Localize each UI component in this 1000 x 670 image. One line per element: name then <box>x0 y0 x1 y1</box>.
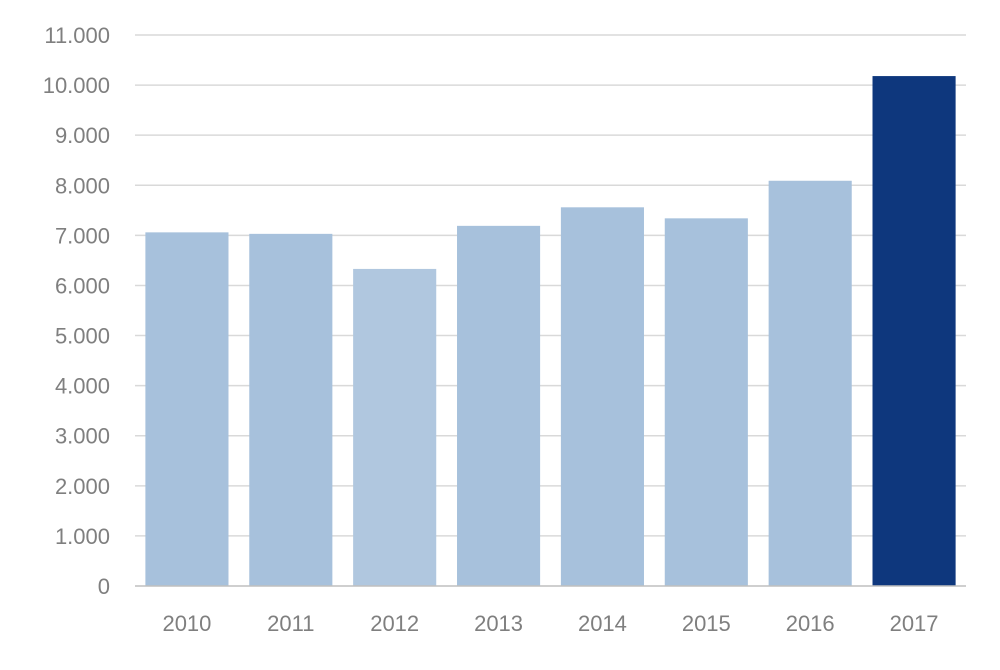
x-tick-label: 2014 <box>578 611 627 636</box>
bar-2015 <box>664 218 748 586</box>
y-tick-label: 1.000 <box>55 524 110 549</box>
y-tick-label: 11.000 <box>44 23 110 48</box>
x-tick-label: 2017 <box>890 611 939 636</box>
y-tick-label: 9.000 <box>55 123 110 148</box>
bars <box>145 76 956 587</box>
x-axis-tick-labels: 2010 2011 2012 2013 2014 2015 2016 2017 <box>162 611 938 636</box>
x-tick-label: 2013 <box>474 611 523 636</box>
x-tick-label: 2012 <box>370 611 419 636</box>
bar-2016 <box>768 180 852 587</box>
bar-2017 <box>872 76 956 586</box>
x-tick-label: 2011 <box>267 611 314 636</box>
y-tick-label: 3.000 <box>55 424 110 449</box>
bar-2013 <box>457 225 541 586</box>
x-tick-label: 2016 <box>786 611 835 636</box>
y-tick-label: 8.000 <box>55 173 110 198</box>
y-tick-label: 6.000 <box>55 273 110 298</box>
y-tick-label: 10.000 <box>43 73 110 98</box>
y-tick-label: 0 <box>98 574 110 599</box>
bar-2012 <box>353 268 437 586</box>
x-tick-label: 2010 <box>162 611 211 636</box>
bar-2014 <box>560 207 644 586</box>
y-axis-tick-labels: 0 1.000 2.000 3.000 4.000 5.000 6.000 7.000 8.00… <box>43 23 110 599</box>
y-tick-label: 2.000 <box>55 474 110 499</box>
x-tick-label: 2015 <box>682 611 731 636</box>
bar-2010 <box>145 232 229 586</box>
y-tick-label: 5.000 <box>55 324 110 349</box>
y-tick-label: 4.000 <box>55 374 110 399</box>
bar-2011 <box>249 233 333 587</box>
y-tick-label: 7.000 <box>55 223 110 248</box>
